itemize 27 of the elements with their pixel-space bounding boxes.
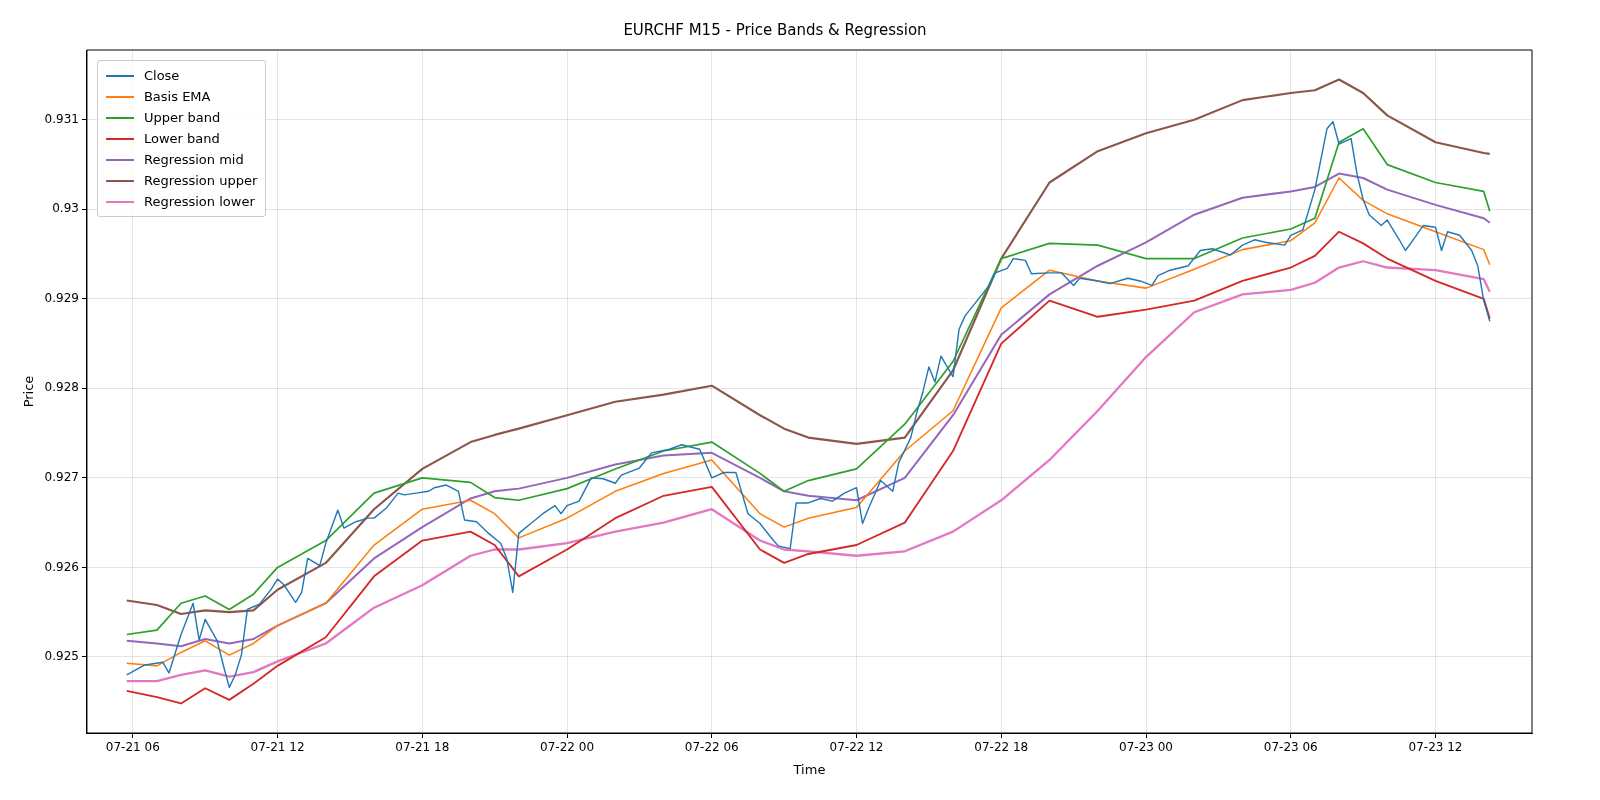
y-axis-title: Price xyxy=(21,375,37,408)
legend-label: Regression upper xyxy=(143,173,258,188)
x-tick-label: 07-21 12 xyxy=(250,740,305,755)
chart-title: EURCHF M15 - Price Bands & Regression xyxy=(623,20,927,39)
x-tick-label: 07-21 06 xyxy=(105,740,160,755)
x-tick-label: 07-22 12 xyxy=(829,740,884,755)
y-tick-label: 0.929 xyxy=(44,290,79,305)
x-tick-label: 07-22 00 xyxy=(540,740,594,755)
legend-label: Basis EMA xyxy=(143,89,211,104)
x-tick-label: 07-22 18 xyxy=(974,740,1029,755)
y-tick-label: 0.926 xyxy=(44,559,79,574)
legend-label: Close xyxy=(143,68,180,83)
y-tick-label: 0.927 xyxy=(44,470,79,485)
legend-label: Lower band xyxy=(143,131,220,146)
legend-label: Upper band xyxy=(143,110,221,125)
x-tick-label: 07-23 06 xyxy=(1263,740,1318,755)
y-tick-label: 0.925 xyxy=(44,649,79,664)
x-tick-label: 07-21 18 xyxy=(395,740,450,755)
y-tick-label: 0.93 xyxy=(52,201,79,216)
x-tick-label: 07-22 06 xyxy=(684,740,739,755)
legend-label: Regression lower xyxy=(143,194,255,209)
x-axis-title: Time xyxy=(792,761,826,777)
x-tick-label: 07-23 12 xyxy=(1408,740,1463,755)
legend-label: Regression mid xyxy=(143,152,244,167)
y-tick-label: 0.928 xyxy=(44,380,79,395)
y-tick-label: 0.931 xyxy=(44,111,79,126)
x-tick-label: 07-23 00 xyxy=(1119,740,1173,755)
